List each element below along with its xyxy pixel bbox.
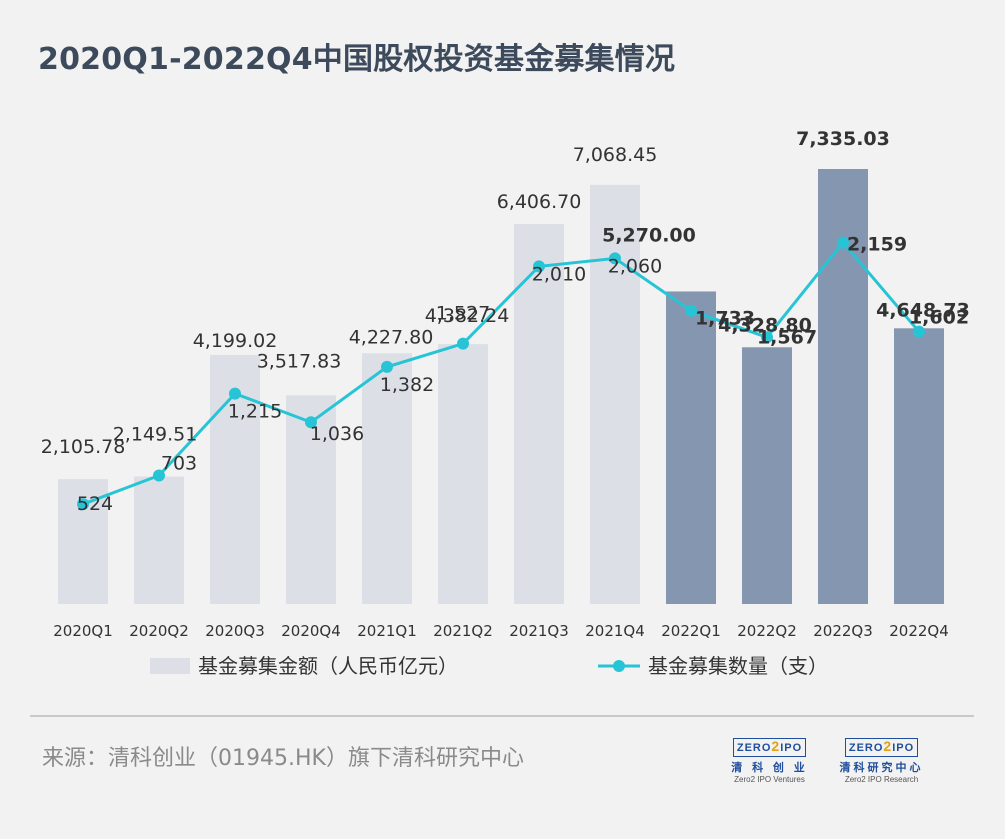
divider [30,715,974,717]
legend-line-marker [613,660,625,672]
line-point-2022Q4 [913,325,925,338]
line-value-label: 1,602 [909,307,969,329]
bar-value-label: 7,335.03 [796,128,890,150]
x-tick-label: 2022Q4 [889,622,949,640]
x-tick-label: 2021Q3 [509,622,569,640]
bar-2022Q2 [742,347,792,604]
chart-title: 2020Q1-2022Q4中国股权投资基金募集情况 [38,42,676,77]
line-value-label: 2,010 [532,263,586,285]
chart-canvas: 2020Q1 2020Q2 2020Q3 2020Q4 2021Q1 2021Q2 2021… [41,128,970,678]
x-tick-label: 2022Q1 [661,622,721,640]
bar-2021Q1 [362,353,412,604]
legend-bar-label: 基金募集金额（人民币亿元） [198,654,458,678]
line-point-2020Q4 [305,416,317,429]
bar-2020Q2 [134,476,184,604]
line-point-2022Q3 [837,236,849,249]
bar-2021Q2 [438,344,488,604]
x-tick-label: 2021Q2 [433,622,493,640]
line-point-2020Q2 [153,469,165,482]
bar-value-label: 2,149.51 [113,424,198,446]
line-point-2021Q1 [381,360,393,373]
line-value-label: 1,215 [228,401,282,423]
bar-value-label: 4,199.02 [193,330,278,352]
bar-2021Q3 [514,224,564,604]
line-point-2022Q2 [761,331,773,344]
zero2ipo-ventures-logo: ZERO2IPO 清 科 创 业 Zero2 IPO Ventures [731,738,808,784]
x-tick-label: 2020Q2 [129,622,189,640]
line-value-label: 2,159 [847,234,907,256]
line-point-2021Q3 [533,260,545,273]
line-point-2020Q3 [229,387,241,400]
legend-line-label: 基金募集数量（支） [648,654,828,678]
line-value-label: 1,567 [757,326,817,348]
line-point-2020Q1 [77,498,89,511]
bar-value-label: 6,406.70 [497,191,582,213]
line-value-label: 1,733 [695,308,755,330]
line-value-label: 703 [161,453,197,475]
line-point-2021Q4 [609,252,621,265]
bar-2022Q4 [894,328,944,604]
bar-2022Q1 [666,291,716,604]
zero2ipo-research-logo: ZERO2IPO 清科研究中心 Zero2 IPO Research [839,738,924,784]
line-value-label: 524 [77,493,113,515]
x-tick-label: 2022Q3 [813,622,873,640]
x-tick-label: 2020Q1 [53,622,113,640]
bar-value-label: 2,105.78 [41,436,126,458]
bar-value-label: 4,227.80 [349,326,434,348]
line-point-2021Q2 [457,337,469,350]
bar-value-label: 3,517.83 [257,350,342,372]
bar-value-label: 5,270.00 [602,224,696,246]
line-series [82,240,921,506]
x-tick-label: 2021Q1 [357,622,417,640]
line-value-label: 1,036 [310,423,364,445]
bar-2021Q4 [590,184,640,604]
bar-value-label: 4,382.24 [425,305,510,327]
x-tick-label: 2020Q3 [205,622,265,640]
line-value-label: 2,060 [608,255,662,277]
line-value-label: 1,382 [380,374,434,396]
bar-value-label: 4,328.80 [718,314,812,336]
legend-bar-swatch [150,658,190,674]
source-note: 来源：清科创业（01945.HK）旗下清科研究中心 [42,746,524,771]
x-tick-label: 2021Q4 [585,622,645,640]
bar-2020Q4 [286,395,336,604]
x-tick-label: 2022Q2 [737,622,797,640]
bar-value-label: 4,648.73 [876,299,970,321]
x-tick-label: 2020Q4 [281,622,341,640]
line-point-2022Q1 [685,304,697,317]
line-value-label: 1,527 [436,303,490,325]
bar-value-label: 7,068.45 [573,144,658,166]
